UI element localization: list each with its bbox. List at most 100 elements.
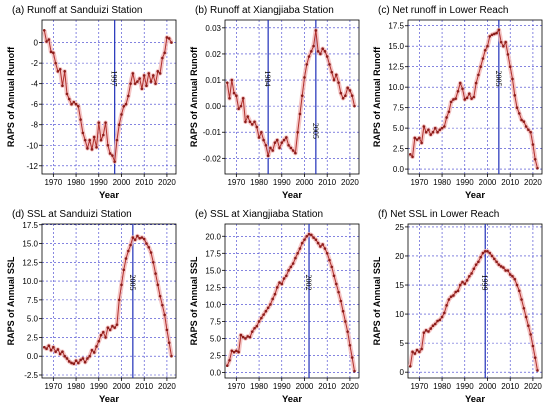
plot-frame <box>41 223 177 379</box>
data-point <box>167 341 171 344</box>
data-point <box>522 306 526 310</box>
data-point <box>147 245 151 249</box>
data-point <box>513 277 517 281</box>
data-point <box>493 32 496 36</box>
data-point <box>458 81 462 85</box>
y-tick-label: 2.5 <box>27 333 39 342</box>
y-axis-label: RAPS of Annual Runoff <box>6 46 16 147</box>
data-point <box>56 70 60 73</box>
y-tick-label: 17.5 <box>22 221 38 230</box>
data-point <box>465 96 469 100</box>
data-point <box>316 50 320 53</box>
data-point <box>255 324 259 328</box>
data-point <box>61 84 64 88</box>
data-point <box>250 123 254 126</box>
x-axis-label: Year <box>99 190 119 201</box>
data-point <box>239 333 243 337</box>
x-tick-label: 2020 <box>524 178 542 187</box>
data-point <box>127 94 130 98</box>
y-tick-label: 0.03 <box>205 24 221 33</box>
data-point <box>497 28 501 32</box>
data-point <box>449 100 453 104</box>
data-point <box>341 309 345 313</box>
y-tick-label: 10.0 <box>205 300 221 309</box>
data-point <box>418 136 421 140</box>
data-point <box>158 72 162 75</box>
x-tick-label: 1980 <box>67 178 85 187</box>
data-point <box>170 41 173 44</box>
x-tick-label: 2000 <box>113 382 131 391</box>
data-point <box>235 349 238 353</box>
change-point-label: 2005 <box>311 123 320 139</box>
data-point <box>479 255 482 259</box>
data-point <box>330 265 334 269</box>
data-point <box>531 143 535 146</box>
y-tick-label: 0.0 <box>210 369 222 378</box>
data-point <box>344 320 347 323</box>
data-point <box>149 251 153 254</box>
x-tick-label: 2010 <box>318 382 336 391</box>
data-point <box>436 130 439 134</box>
y-tick-label: 7.5 <box>393 104 405 113</box>
data-point <box>285 274 288 278</box>
data-point <box>235 94 238 97</box>
data-point <box>47 344 51 347</box>
data-point <box>508 65 512 68</box>
data-point <box>325 55 329 58</box>
data-point <box>81 357 85 360</box>
data-point <box>533 157 537 161</box>
series-band <box>225 28 357 158</box>
data-point <box>244 337 247 340</box>
data-point <box>289 265 293 269</box>
data-point <box>136 80 139 83</box>
data-point <box>490 254 494 258</box>
data-point <box>282 138 286 142</box>
x-tick-label: 2020 <box>158 178 176 187</box>
y-tick-label: 0.00 <box>205 102 221 111</box>
data-point <box>92 135 96 139</box>
data-point <box>429 327 433 330</box>
x-tick-label: 1970 <box>410 178 428 187</box>
x-tick-label: 1980 <box>250 178 268 187</box>
data-point <box>325 252 329 255</box>
data-point <box>296 252 299 255</box>
data-point <box>266 306 270 310</box>
data-point <box>228 358 231 362</box>
x-tick-label: 1990 <box>90 382 108 391</box>
y-axis-label: RAPS of Annual SSL <box>372 256 382 345</box>
data-point <box>515 106 519 109</box>
data-point <box>408 153 412 156</box>
data-point <box>154 82 157 85</box>
data-point <box>120 113 123 116</box>
data-point <box>511 77 514 81</box>
data-point <box>232 91 236 95</box>
data-point <box>250 330 254 333</box>
x-tick-label: 2010 <box>501 382 519 391</box>
data-point <box>495 260 498 264</box>
data-point <box>253 120 256 124</box>
data-point <box>527 128 530 132</box>
data-point <box>465 279 469 282</box>
series-line <box>43 30 172 162</box>
data-point <box>470 97 473 100</box>
data-point <box>74 102 78 106</box>
data-point <box>524 125 528 128</box>
data-point <box>88 354 91 358</box>
data-point <box>452 294 455 297</box>
data-point <box>131 236 135 239</box>
y-tick-label: -0.02 <box>203 154 222 163</box>
data-point <box>282 277 286 280</box>
data-point <box>97 339 101 343</box>
data-point <box>316 241 320 245</box>
data-point <box>142 74 146 77</box>
data-point <box>232 350 236 354</box>
data-point <box>477 260 480 264</box>
x-tick-label: 1990 <box>456 382 474 391</box>
data-point <box>463 282 467 286</box>
data-point <box>499 40 503 44</box>
data-point <box>104 336 107 339</box>
data-point <box>156 70 160 73</box>
data-point <box>54 350 57 354</box>
data-point <box>536 369 539 372</box>
data-point <box>303 238 306 241</box>
